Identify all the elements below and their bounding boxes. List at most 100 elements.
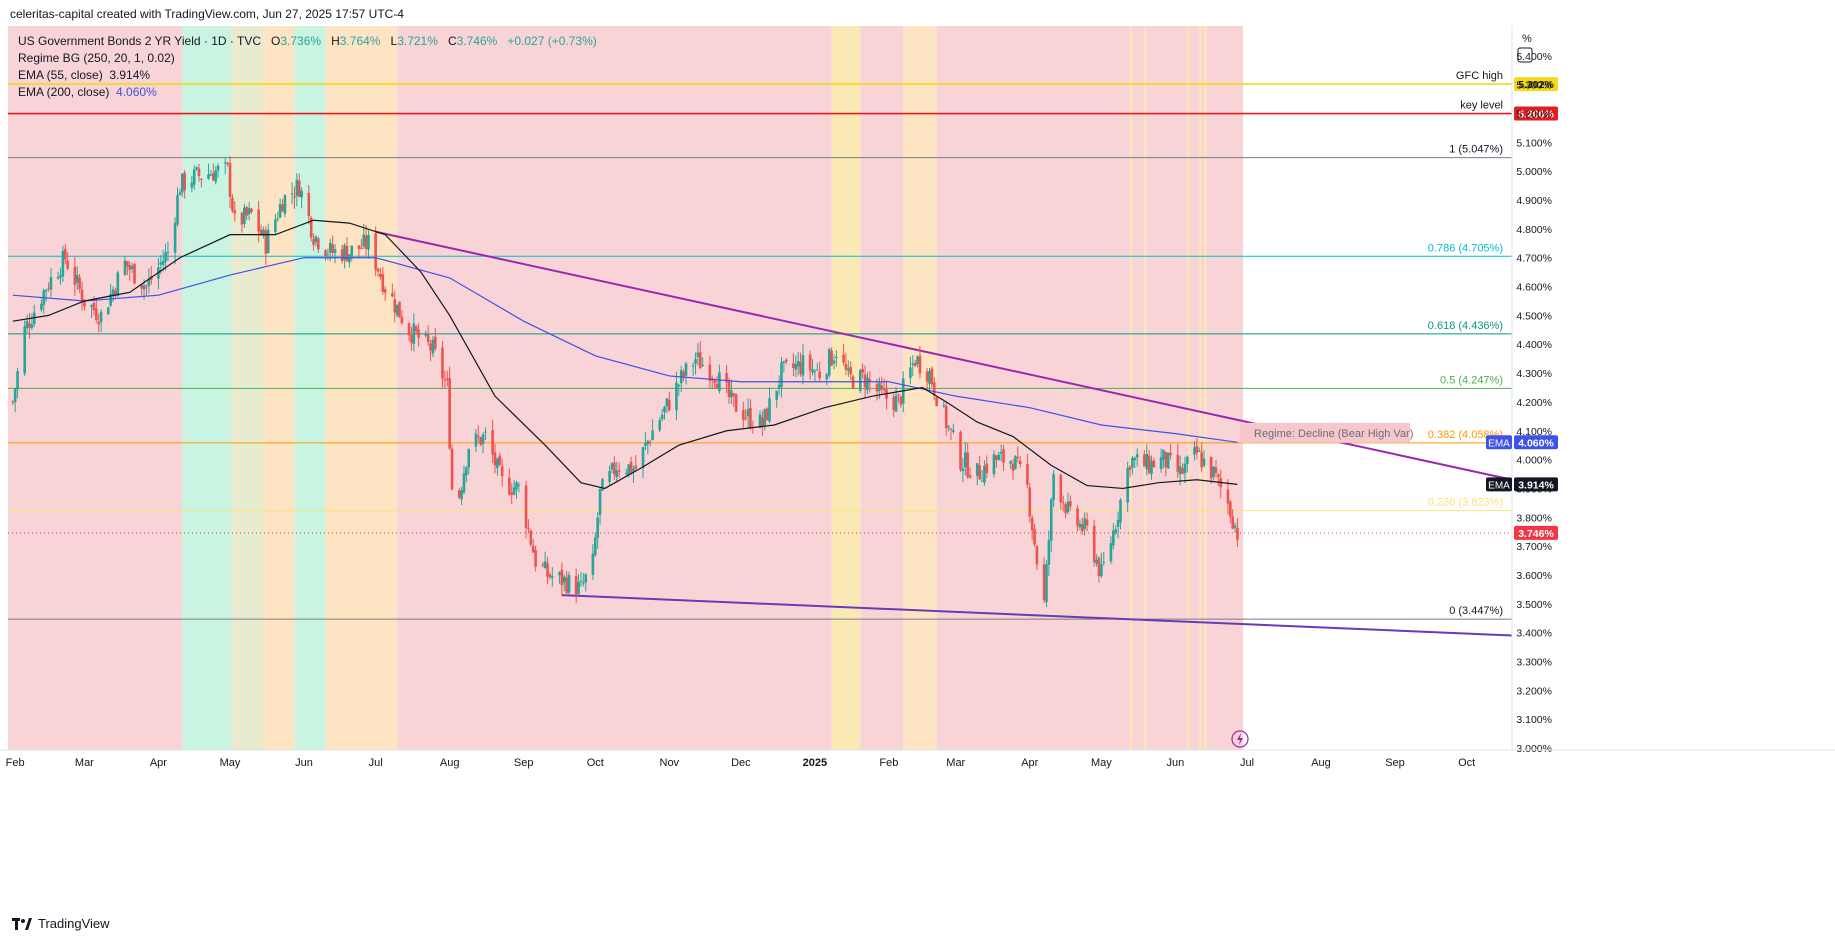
candle-body	[1035, 546, 1039, 565]
candle-body	[223, 162, 227, 164]
regime-label-box	[1240, 422, 1410, 443]
candle-body	[1033, 528, 1036, 545]
legend-ema55-label: EMA (55, close)	[18, 68, 103, 82]
candle-body	[796, 361, 800, 367]
candle-body	[1183, 463, 1187, 474]
candle-body	[147, 278, 151, 286]
y-tick-label: 4.000%	[1516, 455, 1552, 467]
candle-body	[1152, 460, 1156, 468]
candle-body	[111, 289, 115, 297]
legend-ema200-label: EMA (200, close)	[18, 85, 110, 99]
candle-body	[362, 234, 366, 247]
candle-body	[892, 397, 895, 410]
candle-body	[90, 305, 93, 307]
candle-body	[1097, 557, 1101, 576]
candle-body	[1030, 517, 1034, 530]
candle-body	[1164, 452, 1168, 468]
candle-body	[980, 480, 984, 482]
candle-body	[995, 455, 998, 460]
candle-body	[608, 470, 611, 482]
candle-body	[314, 236, 318, 243]
candle-body	[577, 581, 580, 594]
candle-body	[445, 378, 449, 380]
candle-body	[233, 210, 237, 214]
candle-body	[696, 352, 700, 357]
y-tick-label: 3.100%	[1516, 714, 1552, 726]
footer-branding: TradingView	[12, 916, 110, 931]
price-tag-text: 3.746%	[1518, 528, 1554, 540]
legend-regime-row: Regime BG (250, 20, 1, 0.02)	[18, 50, 597, 67]
candle-body	[591, 553, 595, 575]
candle-body	[1133, 457, 1137, 461]
candle-body	[808, 354, 812, 371]
level-price-tag	[1514, 106, 1558, 121]
price-chart[interactable]: GFC high 5.302% key level 5.200% 1 (5.047%) 0…	[0, 26, 1835, 916]
candle-body	[1145, 453, 1149, 470]
candle-body	[434, 336, 437, 349]
candle-body	[1193, 447, 1196, 455]
candle-body	[882, 389, 886, 391]
candle-body	[80, 289, 84, 303]
chart-legend: US Government Bonds 2 YR Yield · 1D · TV…	[18, 33, 597, 101]
candle-body	[123, 260, 127, 275]
x-tick-label: Nov	[660, 757, 680, 769]
candle-body	[734, 394, 738, 412]
legend-ema55-row: EMA (55, close) 3.914%	[18, 67, 597, 84]
candle-body	[947, 426, 950, 428]
x-tick-label: Oct	[1458, 757, 1475, 769]
candle-body	[412, 323, 416, 344]
candle-body	[1114, 529, 1118, 533]
candle-body	[1150, 460, 1153, 475]
candle-body	[646, 440, 650, 445]
ema55-line	[12, 219, 1238, 490]
candle-body	[648, 441, 652, 443]
candle-body	[897, 394, 900, 396]
candle-body	[343, 245, 346, 260]
candle-body	[379, 273, 382, 277]
candle-body	[293, 196, 296, 198]
candle-body	[601, 479, 604, 491]
candle-body	[842, 355, 845, 363]
price-tag	[1514, 477, 1558, 492]
candle-body	[56, 276, 60, 279]
candle-body	[417, 329, 420, 338]
candle-body	[663, 406, 666, 413]
candle-body	[457, 490, 461, 498]
candle-body	[381, 274, 385, 292]
candle-body	[527, 528, 530, 530]
candle-body	[959, 431, 962, 470]
candle-body	[49, 276, 53, 290]
candle-body	[658, 420, 662, 431]
candle-body	[510, 492, 514, 495]
candle-body	[858, 370, 862, 391]
candle-body	[691, 365, 695, 367]
x-tick-label: Feb	[879, 757, 898, 769]
legend-low-label: L	[390, 34, 398, 48]
legend-open: 3.736%	[280, 34, 322, 48]
candle-body	[283, 195, 287, 214]
candle-body	[1102, 561, 1106, 563]
legend-open-label: O	[271, 34, 281, 48]
candle-body	[615, 470, 619, 477]
candle-body	[868, 379, 872, 383]
candle-body	[99, 311, 103, 323]
candle-body	[281, 204, 284, 212]
candle-body	[345, 245, 349, 262]
lightning-icon	[1231, 730, 1249, 748]
ema-tag-label: EMA	[1488, 438, 1510, 449]
level-label: 0.618 (4.436%)	[1428, 320, 1503, 332]
candle-body	[935, 397, 938, 407]
candle-body	[1083, 518, 1086, 529]
candle-body	[682, 371, 685, 377]
legend-change: +0.027 (+0.73%)	[507, 34, 597, 48]
candle-body	[348, 254, 351, 263]
candle-body	[558, 572, 561, 576]
candle-body	[1162, 449, 1165, 460]
candle-body	[140, 284, 143, 289]
candle-body	[126, 261, 129, 267]
candle-body	[1126, 467, 1129, 503]
candle-body	[259, 229, 263, 235]
candle-body	[240, 212, 244, 225]
candle-body	[1045, 564, 1048, 603]
candle-body	[360, 247, 363, 249]
